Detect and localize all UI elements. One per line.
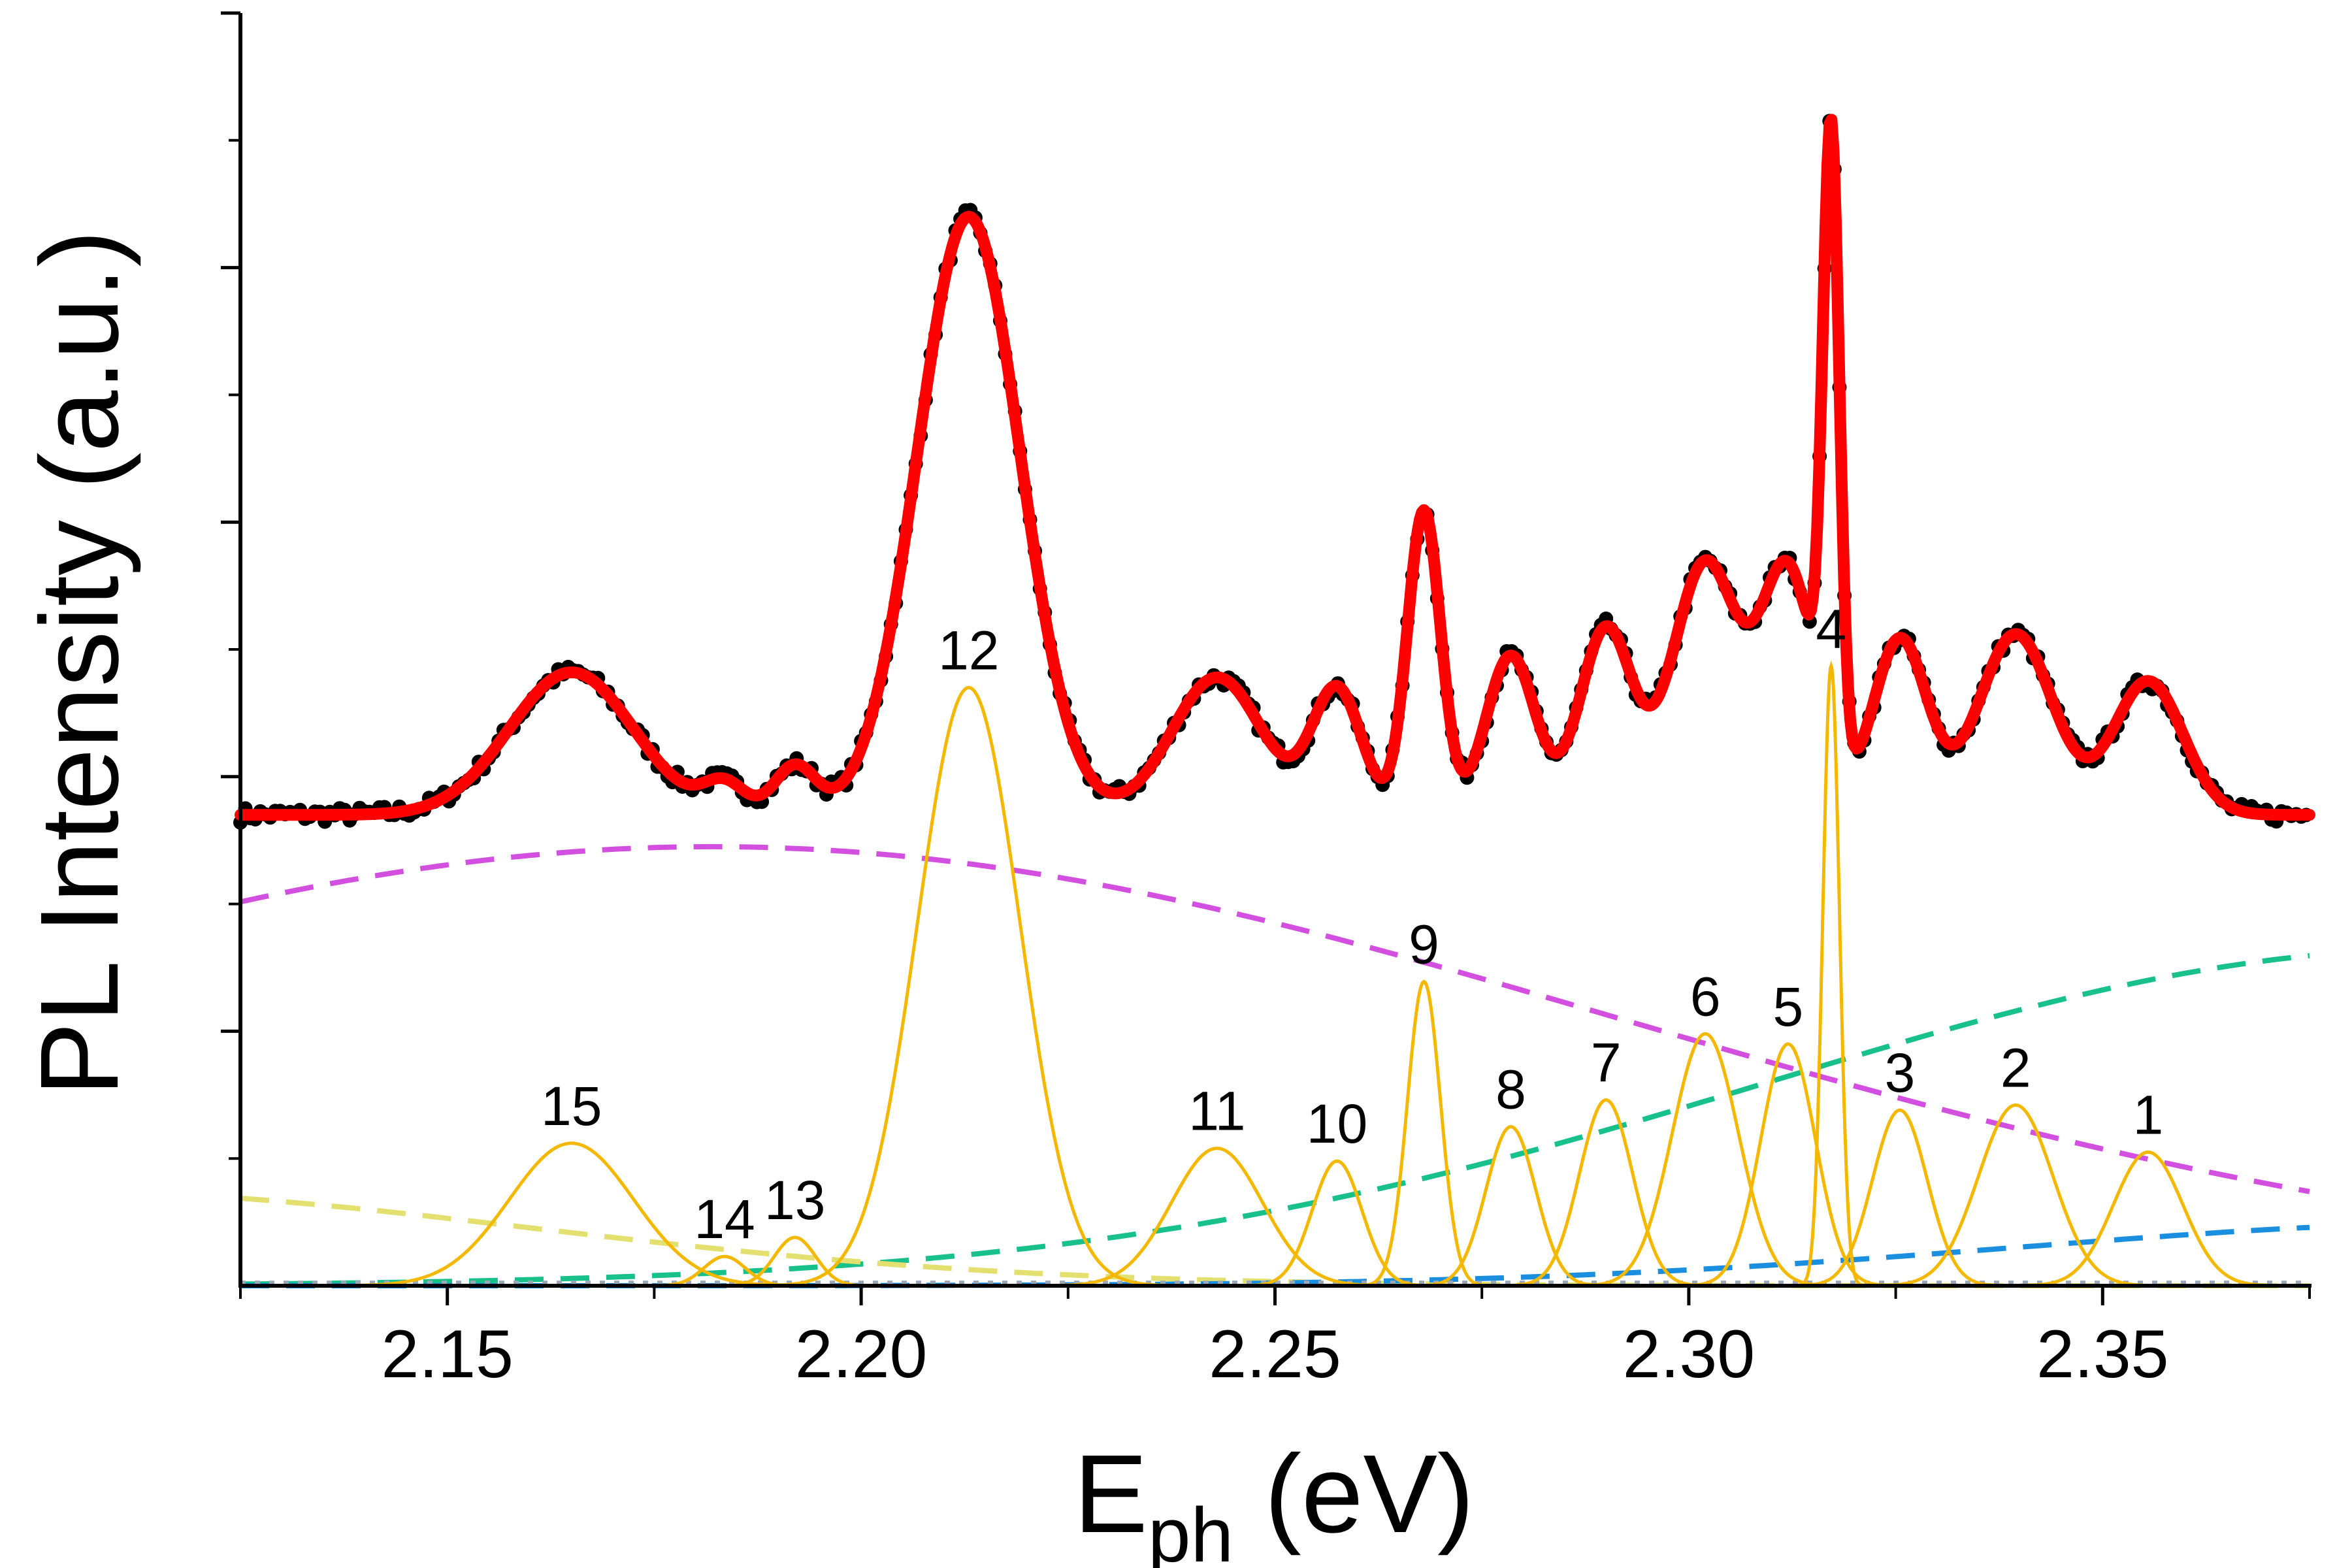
axis-titles: Eph (eV) PL Intensity (a.u.) [18,230,1475,1568]
peak-curve-3 [1763,1108,2036,1288]
peak-curve-1 [1974,1150,2309,1288]
x-axis-title: Eph (eV) [1073,1432,1474,1568]
x-tick-label: 2.35 [2036,1316,2168,1392]
x-tick-label: 2.20 [795,1316,927,1392]
fit-curve-layer [235,114,2315,821]
peak-curve-12 [712,685,1226,1288]
peak-label-11: 11 [1188,1081,1245,1142]
peak-label-3: 3 [1885,1042,1916,1103]
x-axis-title-subscript: ph [1148,1492,1233,1568]
peak-label-12: 12 [938,619,999,681]
peak-label-8: 8 [1495,1059,1526,1120]
peak-label-10: 10 [1307,1093,1367,1154]
peak-curve-8 [1386,1124,1635,1288]
peak-curve-5 [1651,1042,1925,1288]
background-curves [240,843,2310,1288]
peak-label-15: 15 [541,1075,602,1137]
peak-label-5: 5 [1773,976,1804,1037]
green-background [240,953,2310,1287]
peak-label-9: 9 [1409,913,1439,975]
data-points [233,114,2313,830]
peak-label-1: 1 [2133,1084,2164,1145]
peak-curve-6 [1539,1032,1871,1288]
x-tick-label: 2.25 [1209,1316,1341,1392]
peak-label-14: 14 [694,1188,755,1250]
x-tick-label: 2.15 [381,1316,513,1392]
yellow-background [240,1196,2310,1288]
y-axis-title: PL Intensity (a.u.) [18,230,142,1096]
axes: 2.15 2.20 2.25 2.30 2.35 [221,11,2311,1392]
peak-label-6: 6 [1690,966,1721,1027]
blue-background [240,1224,2310,1288]
axis-ticks: 2.15 2.20 2.25 2.30 2.35 [221,11,2311,1392]
peak-label-13: 13 [764,1169,825,1231]
x-tick-label: 2.30 [1623,1316,1755,1392]
magenta-background [240,843,2310,1194]
peak-curve-11 [989,1147,1445,1288]
x-axis-title-main: E [1073,1432,1147,1556]
peak-label-2: 2 [2001,1037,2031,1098]
x-axis-title-unit: (eV) [1233,1432,1474,1556]
fit-curve [235,114,2315,821]
peak-label-4: 4 [1816,598,1846,659]
peak-label-7: 7 [1591,1032,1622,1094]
